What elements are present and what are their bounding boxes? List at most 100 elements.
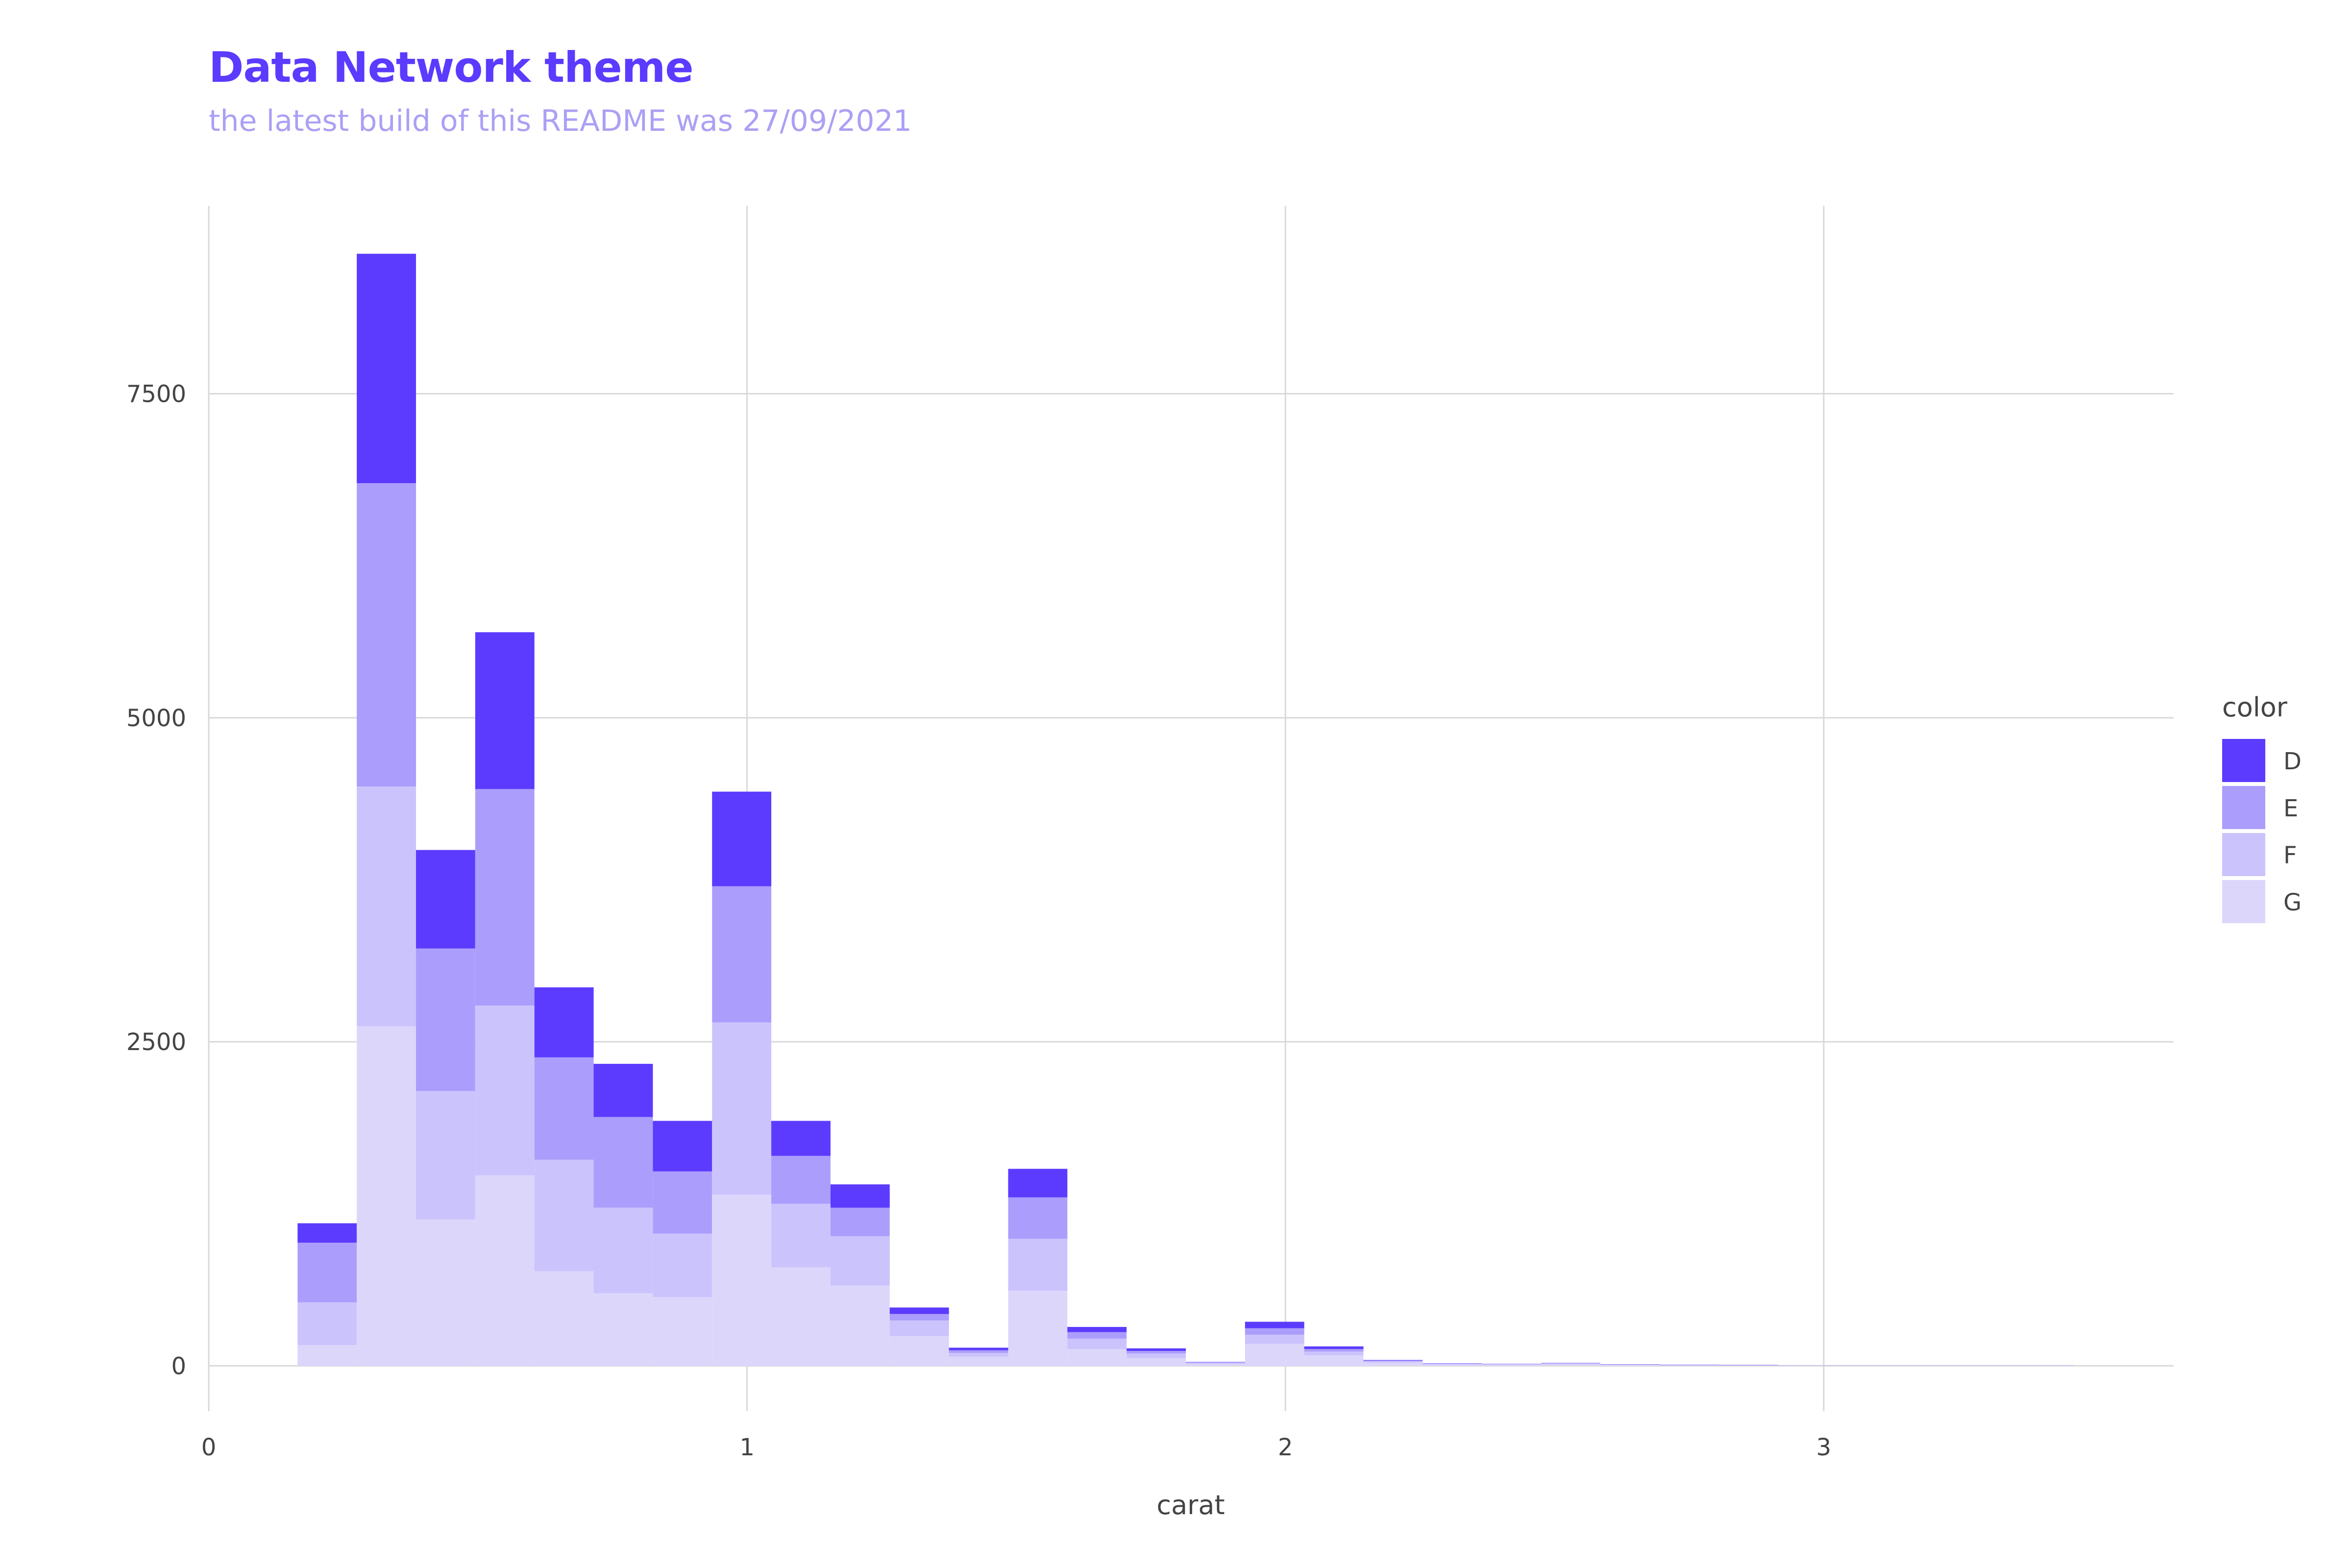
bar-segment-g <box>1541 1364 1600 1366</box>
bar-segment-e <box>1482 1364 1542 1365</box>
bar-segment-g <box>1304 1355 1364 1366</box>
bar-segment-f <box>1245 1334 1304 1344</box>
legend-swatch-g <box>2222 880 2265 923</box>
bar-segment-d <box>1422 1363 1482 1364</box>
bar-segment-d <box>1008 1169 1068 1198</box>
x-tick-label: 2 <box>1278 1434 1293 1461</box>
x-tick-label: 3 <box>1816 1434 1832 1461</box>
bar-segment-f <box>653 1233 712 1298</box>
bar-segment-f <box>889 1320 949 1336</box>
bar-segment-e <box>1837 1365 1897 1366</box>
bar-segment-f <box>771 1203 831 1268</box>
bars <box>297 253 2074 1366</box>
bar-segment-e <box>1778 1365 1838 1366</box>
bar-segment-e <box>1956 1365 2015 1366</box>
bar-segment-d <box>357 253 416 484</box>
bar-segment-d <box>1600 1364 1660 1365</box>
y-tick-label: 0 <box>171 1352 186 1380</box>
bar-segment-e <box>1008 1197 1068 1239</box>
bar-segment-d <box>1127 1348 1186 1351</box>
bar-segment-d <box>1718 1365 1778 1366</box>
bar-segment-d <box>1067 1327 1127 1332</box>
bar-segment-f <box>1067 1338 1127 1349</box>
bar-segment-d <box>889 1307 949 1314</box>
bar-segment-e <box>1896 1365 1956 1366</box>
legend-swatch-d <box>2222 739 2265 782</box>
bar-segment-e <box>297 1243 357 1302</box>
bar-segment-e <box>1245 1328 1304 1335</box>
bar-segment-e <box>1067 1332 1127 1339</box>
bar-segment-f <box>712 1022 772 1195</box>
bar-segment-g <box>1363 1362 1423 1366</box>
bar-segment-f <box>534 1159 594 1272</box>
bar-segment-g <box>357 1026 416 1366</box>
bar-segment-e <box>771 1155 831 1204</box>
legend-title: color <box>2222 692 2288 723</box>
bar-segment-f <box>1363 1361 1423 1363</box>
bar-segment-f <box>949 1352 1008 1357</box>
legend-swatch-e <box>2222 786 2265 829</box>
bar-segment-g <box>1245 1344 1304 1366</box>
bar-segment-g <box>1422 1364 1482 1366</box>
bar-segment-e <box>1186 1362 1245 1363</box>
chart-title: Data Network theme <box>209 43 694 92</box>
x-tick-label: 0 <box>201 1434 217 1461</box>
bar-segment-e <box>653 1171 712 1234</box>
legend-swatch-f <box>2222 833 2265 876</box>
axis-labels: 0 1 2 3 0 2500 5000 7500 <box>126 381 1831 1461</box>
bar-segment-f <box>593 1207 653 1294</box>
bar-segment-e <box>416 948 475 1091</box>
bar-segment-d <box>534 987 594 1057</box>
bar-segment-f <box>1186 1363 1245 1364</box>
bar-segment-e <box>712 886 772 1023</box>
bar-segment-d <box>653 1121 712 1172</box>
bar-segment-d <box>593 1064 653 1117</box>
bar-segment-e <box>1363 1360 1423 1362</box>
bar-segment-e <box>534 1057 594 1160</box>
bar-segment-g <box>949 1356 1008 1366</box>
x-tick-label: 1 <box>739 1434 755 1461</box>
bar-segment-d <box>949 1348 1008 1350</box>
bar-segment-d <box>297 1223 357 1243</box>
bar-segment-g <box>1482 1365 1542 1366</box>
y-tick-label: 2500 <box>126 1029 186 1056</box>
bar-segment-f <box>830 1236 890 1286</box>
bar-segment-g <box>712 1195 772 1366</box>
bar-segment-e <box>593 1117 653 1208</box>
bar-segment-g <box>1127 1358 1186 1366</box>
bar-segment-f <box>1718 1365 1778 1366</box>
bar-segment-g <box>1600 1365 1660 1366</box>
bar-segment-g <box>653 1297 712 1366</box>
bar-segment-g <box>1186 1364 1245 1366</box>
bar-segment-f <box>1008 1239 1068 1291</box>
bar-segment-f <box>297 1302 357 1346</box>
legend-label-f: F <box>2283 842 2297 869</box>
bar-segment-g <box>416 1219 475 1366</box>
bar-segment-e <box>1304 1349 1364 1352</box>
legend-label-d: D <box>2283 748 2302 775</box>
bar-segment-f <box>475 1005 535 1176</box>
bar-segment-d <box>1541 1363 1600 1364</box>
y-tick-label: 5000 <box>126 705 186 732</box>
bar-segment-d <box>475 632 535 789</box>
bar-segment-g <box>889 1336 949 1366</box>
bar-segment-g <box>1659 1365 1719 1366</box>
bar-segment-d <box>712 791 772 886</box>
bar-segment-g <box>771 1267 831 1366</box>
chart-subtitle: the latest build of this README was 27/0… <box>209 104 912 138</box>
bar-segment-g <box>1008 1291 1068 1366</box>
bar-segment-d <box>1363 1360 1423 1361</box>
bar-segment-g <box>297 1345 357 1366</box>
bar-segment-g <box>475 1175 535 1366</box>
bar-segment-f <box>1127 1353 1186 1358</box>
bar-segment-g <box>1067 1349 1127 1366</box>
bar-segment-f <box>1659 1365 1719 1366</box>
bar-segment-f <box>357 786 416 1027</box>
bar-segment-d <box>416 850 475 949</box>
bar-segment-e <box>1541 1363 1600 1364</box>
bar-segment-e <box>889 1314 949 1321</box>
legend-label-e: E <box>2283 795 2298 822</box>
bar-segment-e <box>1718 1365 1778 1366</box>
